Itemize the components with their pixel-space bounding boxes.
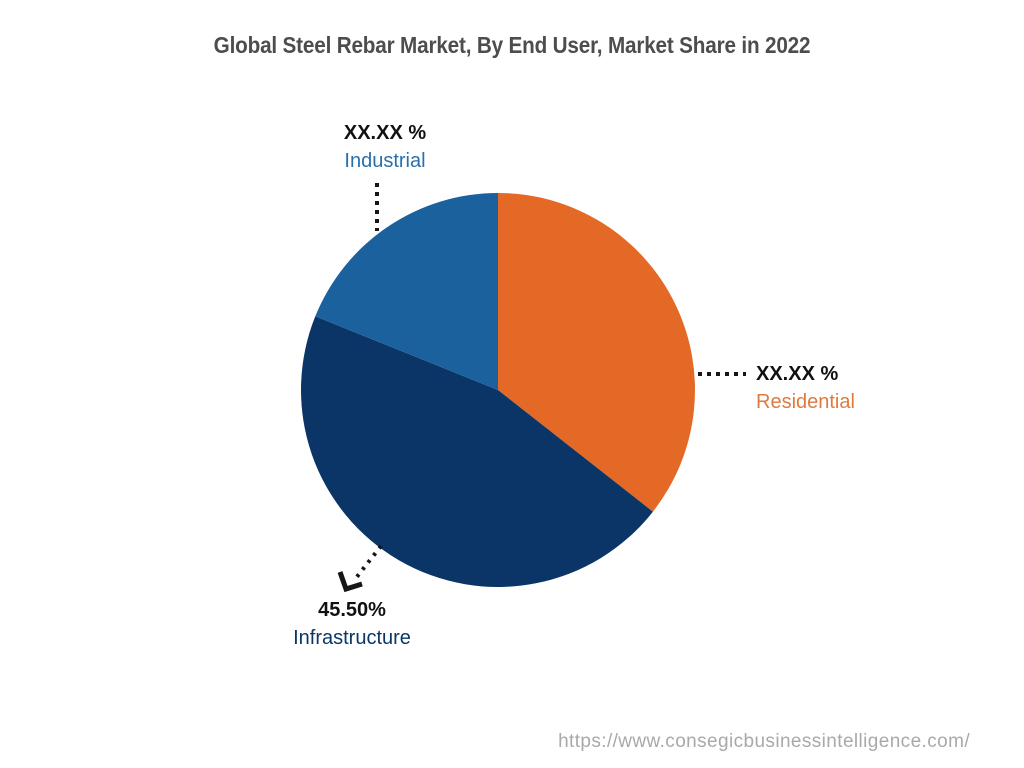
residential-callout: XX.XX % Residential: [756, 360, 855, 416]
infrastructure-callout: 45.50% Infrastructure: [293, 596, 411, 652]
pie-slices: [301, 193, 695, 587]
pie-slice-residential: [498, 193, 695, 512]
chart-title: Global Steel Rebar Market, By End User, …: [213, 32, 811, 58]
industrial-value-label: XX.XX %: [343, 122, 427, 144]
source-url: https://www.consegicbusinessintelligence…: [558, 731, 970, 752]
residential-value-label: XX.XX %: [756, 363, 839, 385]
infrastructure-connector-line: [354, 544, 383, 580]
industrial-category-label: Industrial: [344, 150, 426, 172]
pie-slice-infrastructure: [301, 316, 653, 587]
infrastructure-value-label: 45.50%: [318, 599, 386, 621]
infrastructure-category-label: Infrastructure: [293, 627, 411, 649]
industrial-callout: XX.XX % Industrial: [344, 119, 426, 175]
pie-slice-industrial: [315, 193, 498, 390]
infrastructure-arrowhead-icon: [337, 571, 363, 593]
residential-category-label: Residential: [756, 391, 855, 413]
